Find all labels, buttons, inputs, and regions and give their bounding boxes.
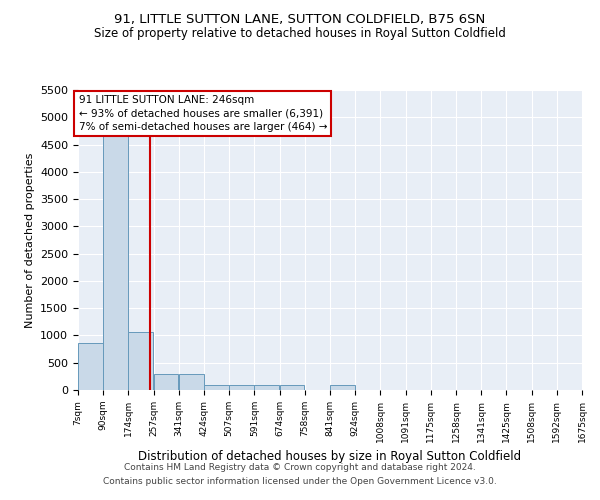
Bar — [254, 385, 280, 390]
Bar — [229, 384, 254, 390]
Y-axis label: Number of detached properties: Number of detached properties — [25, 152, 35, 328]
Bar — [128, 332, 154, 390]
Bar — [204, 384, 229, 390]
Bar — [103, 112, 128, 390]
Text: Size of property relative to detached houses in Royal Sutton Coldfield: Size of property relative to detached ho… — [94, 28, 506, 40]
Bar — [330, 385, 355, 390]
Bar — [280, 385, 304, 390]
Text: 91 LITTLE SUTTON LANE: 246sqm
← 93% of detached houses are smaller (6,391)
7% of: 91 LITTLE SUTTON LANE: 246sqm ← 93% of d… — [79, 96, 327, 132]
Text: Contains HM Land Registry data © Crown copyright and database right 2024.: Contains HM Land Registry data © Crown c… — [124, 464, 476, 472]
X-axis label: Distribution of detached houses by size in Royal Sutton Coldfield: Distribution of detached houses by size … — [139, 450, 521, 463]
Bar — [154, 374, 178, 390]
Text: 91, LITTLE SUTTON LANE, SUTTON COLDFIELD, B75 6SN: 91, LITTLE SUTTON LANE, SUTTON COLDFIELD… — [115, 12, 485, 26]
Bar — [78, 342, 103, 390]
Text: Contains public sector information licensed under the Open Government Licence v3: Contains public sector information licen… — [103, 477, 497, 486]
Bar — [179, 374, 204, 390]
